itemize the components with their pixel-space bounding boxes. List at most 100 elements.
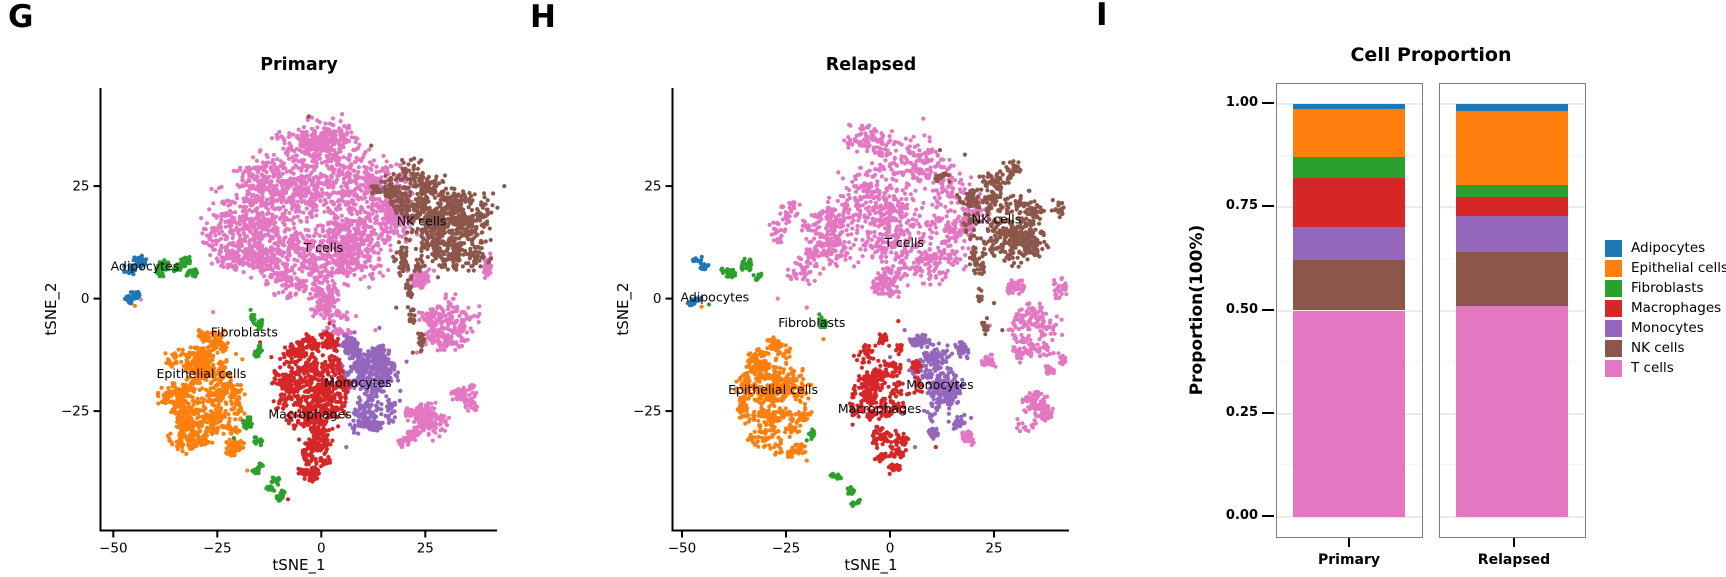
tsne_primary-title: Primary	[260, 55, 338, 75]
panel-letter-g: G	[8, 0, 34, 35]
panel-letter-h: H	[530, 0, 556, 35]
tsne_primary-cluster-epithelial-cells	[132, 303, 250, 473]
x-tick-label: 0	[317, 541, 326, 557]
y-tick-label: 25	[644, 179, 661, 195]
bar-y-tick-label: 1.00	[1225, 95, 1258, 110]
cluster-label-fibroblasts: Fibroblasts	[211, 324, 278, 339]
bar-segment-relapsed-adipocytes	[1456, 104, 1568, 112]
tsne_relapsed-cluster-epithelial-cells	[699, 304, 826, 463]
legend-item-adipocytes: Adipocytes	[1605, 238, 1705, 258]
cluster-label-macrophages: Macrophages	[268, 406, 351, 421]
bar-y-tick-label: 0.50	[1225, 301, 1258, 317]
bar-y-tick-label: 0.00	[1225, 508, 1258, 523]
tsne_relapsed-cluster-macrophages	[847, 319, 938, 476]
bar-segment-primary-adipocytes	[1293, 104, 1405, 110]
x-tick-primary	[1348, 538, 1350, 547]
cluster-label-epithelial-cells: Epithelial cells	[157, 366, 247, 381]
bar-y-tick-mark	[1262, 308, 1274, 311]
cluster-label-epithelial-cells: Epithelial cells	[728, 382, 818, 397]
tsne_primary-cluster-nk-cells	[306, 114, 507, 355]
panel-letter-i: I	[1096, 0, 1108, 33]
x-tick-label: −25	[203, 541, 232, 557]
cluster-label-fibroblasts: Fibroblasts	[778, 315, 845, 330]
cluster-label-monocytes: Monocytes	[324, 375, 391, 390]
tsne_primary-cluster-adipocytes	[122, 253, 149, 306]
bar-chart-title: Cell Proportion	[1350, 44, 1512, 66]
axis-lines	[99, 88, 497, 532]
cluster-label-nk-cells: NK cells	[397, 214, 447, 229]
tsne_primary-ylabel: tSNE_2	[42, 282, 61, 335]
tsne_primary-cluster-monocytes	[331, 323, 409, 450]
x-tick-relapsed	[1513, 538, 1515, 547]
tsne_relapsed-cluster-monocytes	[887, 328, 974, 450]
bar-x-label-relapsed: Relapsed	[1477, 552, 1551, 568]
bar-segment-primary-fibroblasts	[1293, 156, 1405, 179]
axis-lines	[671, 88, 1069, 532]
legend-label: Epithelial cells	[1631, 260, 1726, 276]
bar-y-tick-mark	[1262, 102, 1274, 104]
facet-box-relapsed	[1439, 83, 1586, 538]
y-tick-label: 0	[653, 291, 662, 307]
bar-segment-primary-epithelial-cells	[1293, 109, 1405, 157]
cluster-label-t-cells: T cells	[883, 235, 924, 250]
legend-item-epithelial-cells: Epithelial cells	[1605, 258, 1726, 278]
bar-segment-primary-monocytes	[1293, 227, 1405, 260]
legend-swatch-epithelial-cells	[1605, 259, 1622, 277]
legend-label: Fibroblasts	[1631, 280, 1704, 296]
bar-segment-relapsed-nk-cells	[1456, 251, 1568, 306]
bar-x-label-primary: Primary	[1317, 552, 1381, 568]
tsne_relapsed-cluster-adipocytes	[685, 254, 711, 308]
bar-y-tick-label: 0.75	[1225, 198, 1258, 214]
legend-label: Adipocytes	[1631, 240, 1706, 256]
gridline-major	[1277, 516, 1422, 518]
cluster-label-nk-cells: NK cells	[972, 211, 1022, 226]
x-tick-label: −25	[772, 541, 801, 557]
tsne_relapsed-cluster-fibroblasts	[706, 256, 863, 508]
legend-swatch-macrophages	[1605, 299, 1622, 317]
tsne_relapsed-title: Relapsed	[826, 55, 917, 75]
tsne_relapsed-points	[685, 116, 1069, 508]
bar-segment-primary-macrophages	[1293, 178, 1405, 228]
y-tick-label: −25	[633, 404, 662, 420]
tsne_primary-xlabel: tSNE_1	[272, 556, 325, 575]
legend-label: Macrophages	[1631, 300, 1722, 316]
tsne_primary-points	[122, 112, 507, 503]
x-tick-label: 0	[886, 541, 895, 557]
y-tick-label: 25	[72, 179, 89, 195]
legend-swatch-adipocytes	[1605, 239, 1622, 257]
cluster-label-macrophages: Macrophages	[838, 401, 921, 416]
legend-item-fibroblasts: Fibroblasts	[1605, 278, 1704, 298]
legend-swatch-nk-cells	[1605, 339, 1622, 357]
cluster-label-t-cells: T cells	[303, 240, 344, 255]
legend-swatch-fibroblasts	[1605, 279, 1622, 297]
bar-segment-primary-t-cells	[1293, 310, 1405, 517]
cluster-label-adipocytes: Adipocytes	[111, 259, 180, 274]
facet-box-primary	[1276, 83, 1423, 538]
gridline-major	[1440, 516, 1585, 518]
bar-segment-relapsed-fibroblasts	[1456, 184, 1568, 197]
tsne_relapsed-ylabel: tSNE_2	[614, 282, 633, 335]
legend-label: Monocytes	[1631, 320, 1704, 336]
legend-label: NK cells	[1631, 340, 1685, 356]
legend-item-t-cells: T cells	[1605, 358, 1674, 378]
tsne_relapsed-cluster-nk-cells	[933, 148, 1066, 337]
tsne_relapsed-xlabel: tSNE_1	[844, 556, 897, 575]
panel-tsne_primary: 25 0 −25 −50 −25 0 25 Primary tSNE_1 tSNE_2 Adipoc…	[42, 55, 507, 575]
x-tick-label: 25	[985, 541, 1002, 557]
bar-segment-relapsed-epithelial-cells	[1456, 111, 1568, 185]
tsne_primary-cluster-macrophages	[257, 321, 354, 502]
legend-item-monocytes: Monocytes	[1605, 318, 1704, 338]
cluster-label-monocytes: Monocytes	[906, 377, 973, 392]
panel-tsne_relapsed: 25 0 −25 −50 −25 0 25 Relapsed tSNE_1 tSNE_2 Adipo…	[614, 55, 1069, 575]
bar-y-tick-mark	[1262, 411, 1274, 414]
bar-segment-primary-nk-cells	[1293, 259, 1405, 311]
cluster-label-adipocytes: Adipocytes	[681, 290, 750, 305]
legend-swatch-t-cells	[1605, 359, 1622, 377]
bar-y-tick-mark	[1262, 205, 1274, 208]
x-tick-label: −50	[668, 541, 697, 557]
bar-segment-relapsed-macrophages	[1456, 196, 1568, 216]
tsne_relapsed-cluster-t-cells	[767, 116, 1069, 448]
legend-item-macrophages: Macrophages	[1605, 298, 1721, 318]
